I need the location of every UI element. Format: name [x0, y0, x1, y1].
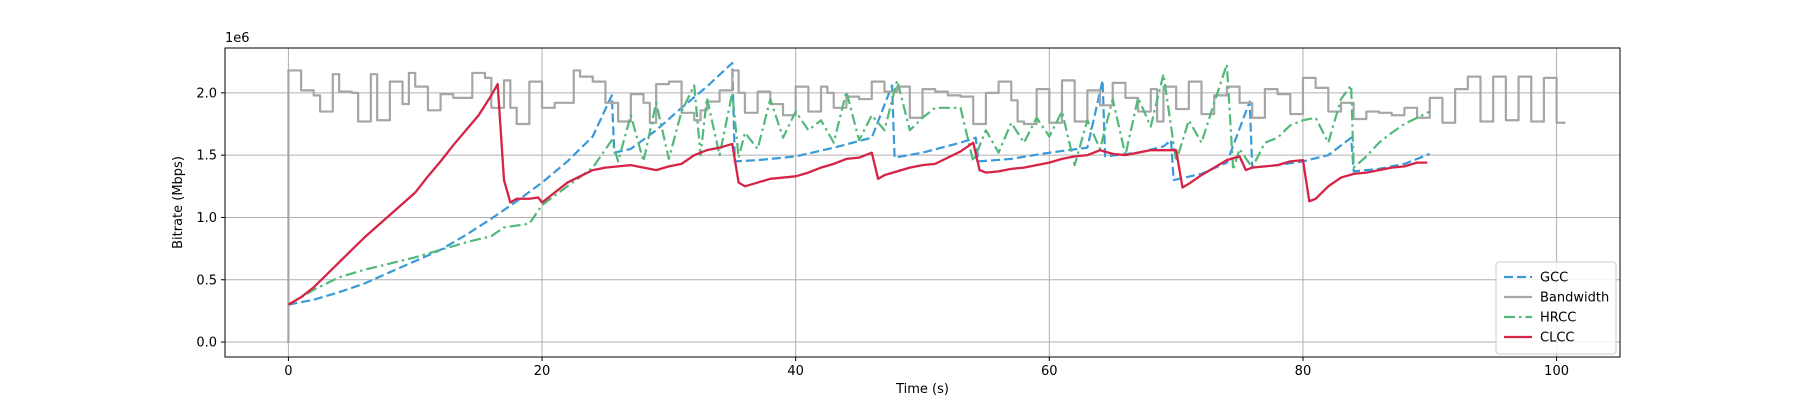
y-tick-label: 0.0	[196, 336, 217, 351]
x-tick-label: 60	[1041, 364, 1058, 379]
axis-ticks: 0 20 40 60 80 100 0.0 0.5 1.0 1.5 2.0	[196, 86, 1569, 379]
legend-label-clcc: CLCC	[1540, 331, 1574, 346]
legend-box	[1495, 261, 1617, 355]
plot-area	[287, 61, 1566, 344]
legend-label-hrcc: HRCC	[1540, 311, 1576, 326]
series-line-gcc	[288, 61, 1431, 306]
y-tick-label: 1.0	[196, 211, 217, 226]
y-multiplier-label: 1e6	[225, 31, 250, 46]
legend: GCC Bandwidth HRCC CLCC	[1495, 261, 1617, 355]
series-line-clcc	[287, 82, 1428, 306]
y-axis-label: Bitrate (Mbps)	[171, 156, 186, 249]
y-tick-label: 1.5	[196, 149, 217, 164]
x-tick-label: 0	[284, 364, 292, 379]
x-tick-label: 80	[1295, 364, 1312, 379]
x-axis-label: Time (s)	[895, 382, 949, 397]
axes-frame	[224, 47, 1621, 358]
series-line-hrcc	[287, 63, 1431, 306]
series-line-bandwidth	[287, 69, 1566, 344]
y-tick-label: 2.0	[196, 86, 217, 101]
y-tick-label: 0.5	[196, 273, 217, 288]
legend-label-bandwidth: Bandwidth	[1540, 291, 1609, 306]
x-tick-label: 40	[787, 364, 804, 379]
x-tick-label: 100	[1544, 364, 1569, 379]
x-tick-label: 20	[534, 364, 551, 379]
legend-label-gcc: GCC	[1540, 271, 1568, 286]
